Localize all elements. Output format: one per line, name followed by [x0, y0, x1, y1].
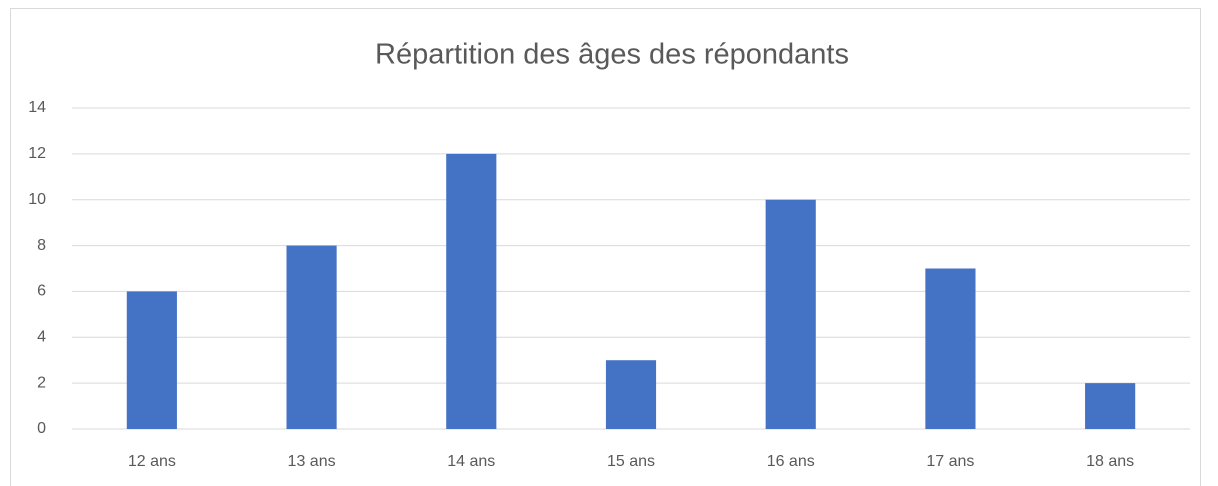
x-tick-label: 18 ans	[1086, 453, 1134, 470]
x-tick-label: 13 ans	[288, 453, 336, 470]
y-tick-label: 10	[28, 191, 46, 208]
x-tick-label: 17 ans	[926, 453, 974, 470]
x-tick-label: 15 ans	[607, 453, 655, 470]
y-tick-label: 14	[28, 99, 46, 116]
y-tick-label: 12	[28, 145, 46, 162]
bar	[446, 153, 497, 429]
bar	[286, 245, 337, 429]
y-tick-label: 4	[37, 329, 46, 346]
bar	[1085, 383, 1136, 429]
bar	[925, 268, 976, 429]
x-tick-label: 16 ans	[767, 453, 815, 470]
y-tick-label: 0	[37, 420, 46, 437]
y-tick-label: 8	[37, 237, 46, 254]
chart-title: Répartition des âges des répondants	[375, 39, 849, 71]
x-tick-label: 14 ans	[447, 453, 495, 470]
y-tick-label: 6	[37, 283, 46, 300]
bar	[765, 199, 816, 429]
chart-border	[10, 8, 1201, 486]
bar	[126, 291, 177, 429]
bar	[605, 360, 657, 429]
y-tick-label: 2	[37, 374, 46, 391]
x-tick-label: 12 ans	[128, 453, 176, 470]
